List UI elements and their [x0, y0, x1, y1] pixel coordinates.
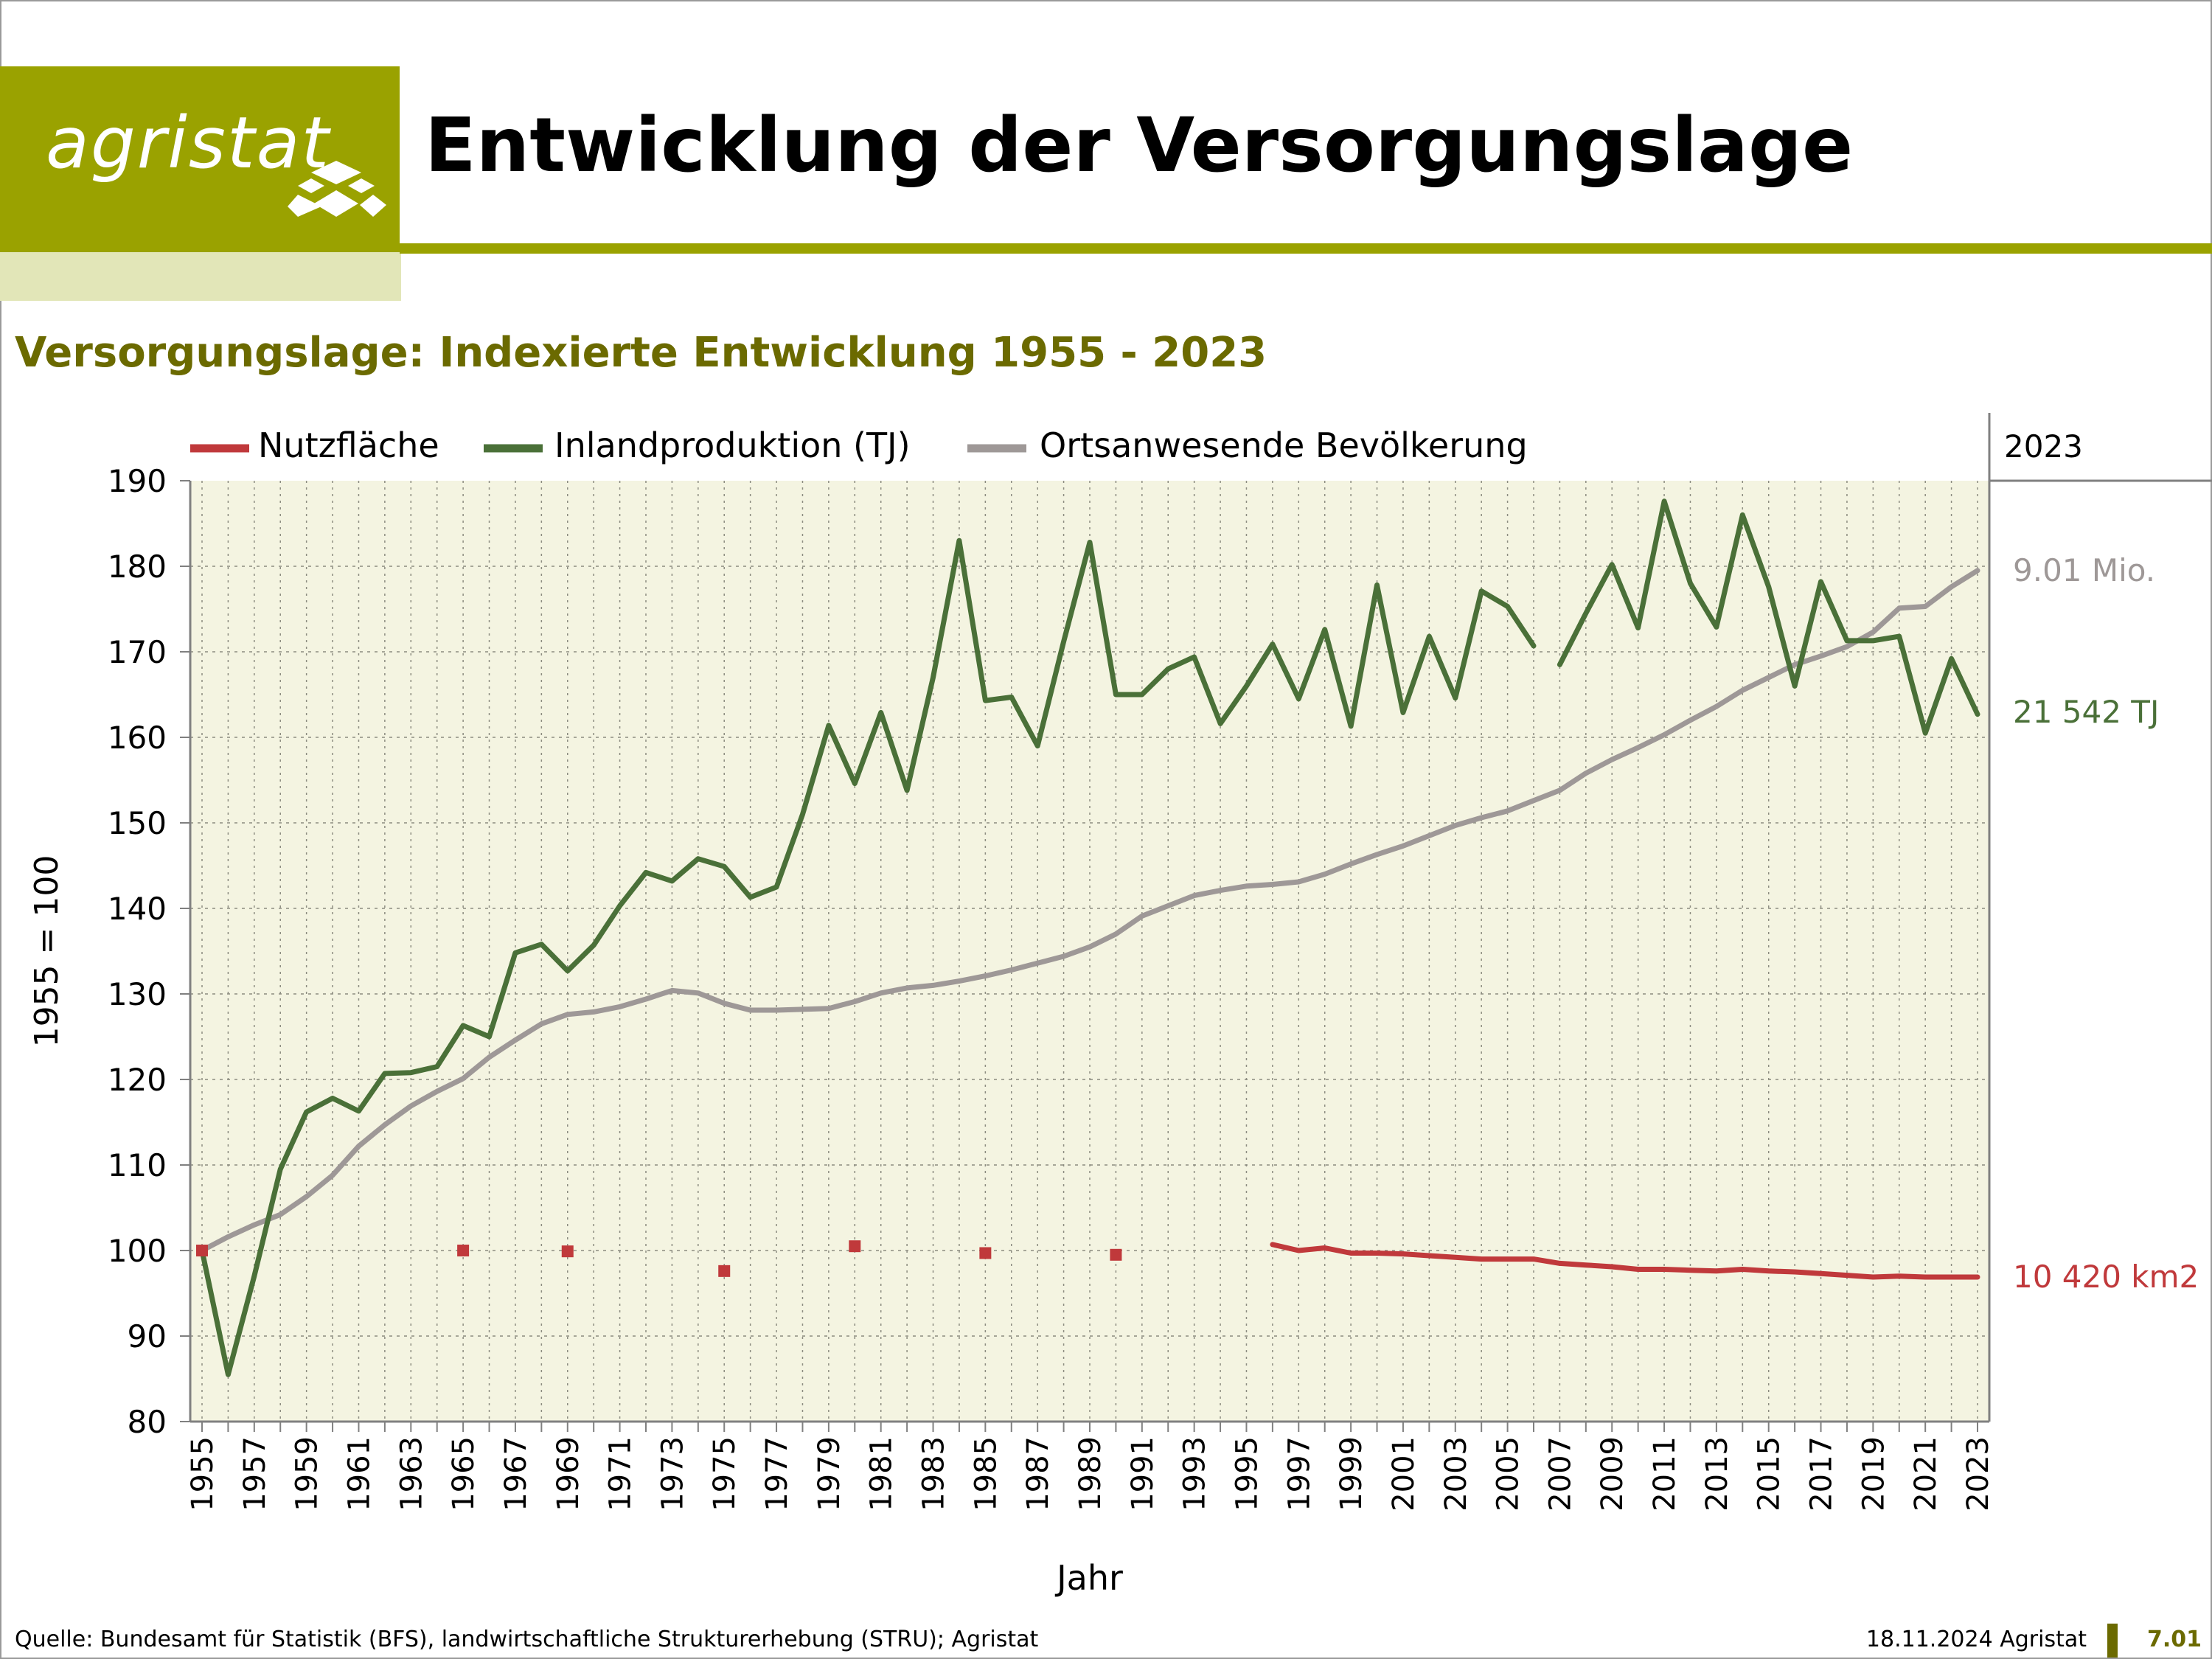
- x-tick-label-1969: 1969: [552, 1436, 585, 1512]
- x-tick-label-1993: 1993: [1178, 1436, 1212, 1512]
- x-tick-label-1967: 1967: [499, 1436, 533, 1512]
- series-nutzflaeche-point-1969: [561, 1245, 574, 1258]
- series-nutzflaeche-point-1980: [849, 1240, 861, 1253]
- x-tick-label-2003: 2003: [1439, 1436, 1473, 1512]
- series-inland-line-0: [199, 538, 1537, 1377]
- y-axis-label: 1955 = 100: [28, 855, 66, 1048]
- series-bevoelkerung-line-0: [199, 568, 1980, 1253]
- footer-divider: [2107, 1624, 2118, 1658]
- x-tick-label-2017: 2017: [1805, 1436, 1839, 1512]
- y-tick-label-190: 190: [108, 463, 167, 499]
- series-inland-line-1: [1557, 498, 1980, 736]
- series-layer: [196, 498, 1980, 1377]
- y-tick-label-100: 100: [108, 1233, 167, 1269]
- logo-text: agristat: [46, 102, 331, 184]
- legend-label-inland: Inlandproduktion (TJ): [554, 425, 911, 465]
- end-label-nutzflaeche: 10 420 km2: [2013, 1259, 2199, 1295]
- chart-title: Versorgungslage: Indexierte Entwicklung …: [15, 329, 1267, 377]
- end-label-bevoelkerung: 9.01 Mio.: [2013, 552, 2155, 588]
- horizontal-gridlines: [180, 480, 1989, 1422]
- x-tick-label-2023: 2023: [1961, 1436, 1995, 1512]
- x-tick-label-1981: 1981: [865, 1436, 899, 1512]
- x-tick-label-2007: 2007: [1543, 1436, 1577, 1512]
- x-axis-label: Jahr: [1054, 1558, 1123, 1598]
- legend-label-bevoelkerung: Ortsanwesende Bevölkerung: [1040, 425, 1528, 465]
- y-tick-label-160: 160: [108, 720, 167, 756]
- series-nutzflaeche-point-1955: [196, 1245, 208, 1256]
- x-tick-label-1977: 1977: [760, 1436, 794, 1512]
- x-tick-label-2011: 2011: [1648, 1436, 1682, 1512]
- x-tick-labels: 1955 1957 1959 1961 1963 1965 1967 1969 1971 1973…: [186, 1436, 1995, 1512]
- x-tick-label-1975: 1975: [708, 1436, 742, 1512]
- x-tick-label-1979: 1979: [813, 1436, 846, 1512]
- x-tick-label-1957: 1957: [238, 1436, 272, 1512]
- end-label-header: 2023: [2004, 428, 2083, 465]
- y-tick-label-110: 110: [108, 1147, 167, 1183]
- x-tick-label-1989: 1989: [1074, 1436, 1107, 1512]
- x-tick-label-1995: 1995: [1230, 1436, 1264, 1512]
- footer-date: 18.11.2024 Agristat: [1865, 1627, 2087, 1652]
- x-tick-label-1983: 1983: [917, 1436, 951, 1512]
- x-tick-label-2005: 2005: [1492, 1436, 1526, 1512]
- logo-underlay: [0, 252, 401, 301]
- header-rule: [400, 243, 2212, 254]
- x-tick-label-1959: 1959: [291, 1436, 324, 1512]
- y-tick-label-150: 150: [108, 805, 167, 841]
- x-tick-label-2015: 2015: [1753, 1436, 1787, 1512]
- series-nutzflaeche-line: [1270, 1242, 1980, 1280]
- logo-box: [0, 66, 400, 252]
- x-tick-label-1973: 1973: [655, 1436, 689, 1512]
- y-tick-label-90: 90: [128, 1318, 167, 1354]
- series-nutzflaeche-point-1965: [457, 1245, 470, 1256]
- legend: Nutzfläche Inlandproduktion (TJ) Ortsanw…: [190, 425, 1528, 465]
- y-tick-label-140: 140: [108, 891, 167, 927]
- y-tick-label-170: 170: [108, 634, 167, 670]
- x-tick-label-1965: 1965: [447, 1436, 481, 1512]
- x-tick-label-2013: 2013: [1700, 1436, 1734, 1512]
- y-tick-label-80: 80: [128, 1404, 167, 1440]
- x-tick-label-1985: 1985: [969, 1436, 1003, 1512]
- x-tick-label-1963: 1963: [394, 1436, 428, 1512]
- end-label-inland: 21 542 TJ: [2013, 694, 2159, 730]
- legend-label-nutzflaeche: Nutzfläche: [258, 425, 439, 465]
- x-tick-label-2021: 2021: [1909, 1436, 1943, 1512]
- x-tick-label-2001: 2001: [1387, 1436, 1421, 1512]
- x-tick-label-2019: 2019: [1857, 1436, 1891, 1512]
- x-tick-label-1987: 1987: [1021, 1436, 1055, 1512]
- series-nutzflaeche-point-1990: [1110, 1248, 1122, 1261]
- y-tick-label-120: 120: [108, 1062, 167, 1098]
- x-tick-label-1997: 1997: [1282, 1436, 1316, 1512]
- y-tick-label-130: 130: [108, 976, 167, 1012]
- x-tick-label-1991: 1991: [1126, 1436, 1160, 1512]
- logo-mark-icon: [288, 161, 386, 217]
- x-tick-label-1999: 1999: [1335, 1436, 1368, 1512]
- footer-source: Quelle: Bundesamt für Statistik (BFS), l…: [15, 1627, 1039, 1652]
- x-tick-label-1955: 1955: [186, 1436, 220, 1512]
- series-nutzflaeche-point-1975: [718, 1265, 731, 1277]
- y-tick-label-180: 180: [108, 549, 167, 585]
- series-nutzflaeche-point-1985: [979, 1247, 992, 1259]
- x-tick-label-2009: 2009: [1596, 1436, 1630, 1512]
- footer-page-number: 7.01: [2147, 1627, 2202, 1652]
- y-tick-labels: 80 90 100 110 120 130 140 150 160 170 180 190: [108, 463, 167, 1440]
- page-title: Entwicklung der Versorgungslage: [425, 102, 1854, 189]
- x-tick-label-1971: 1971: [604, 1436, 638, 1512]
- x-tick-label-1961: 1961: [342, 1436, 376, 1512]
